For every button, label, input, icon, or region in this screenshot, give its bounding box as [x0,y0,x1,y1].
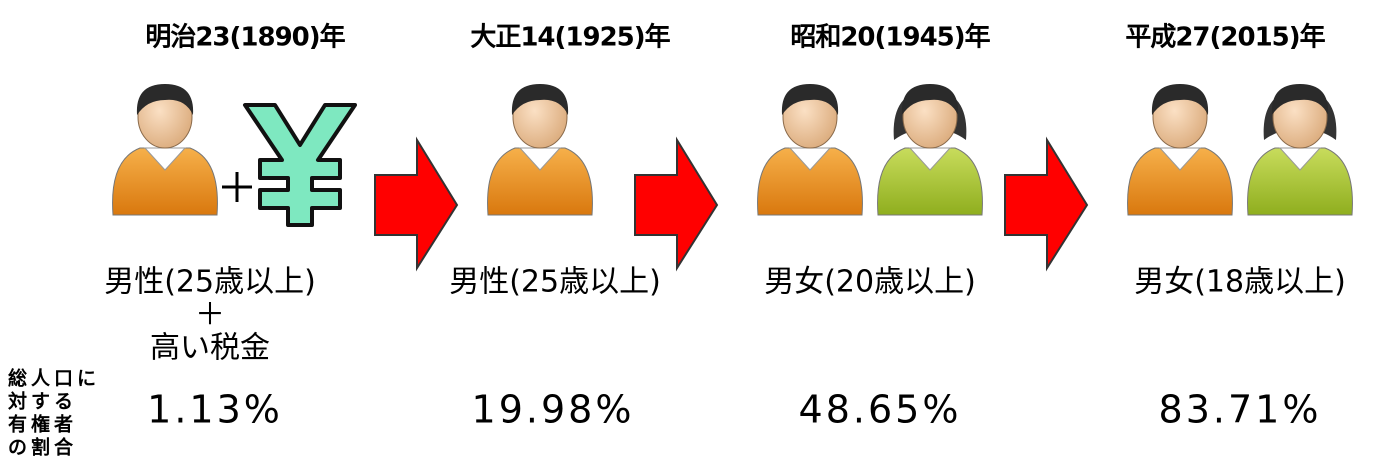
hair [781,84,839,115]
side-label: 総人口に [8,367,100,390]
side-label: 有権者 [8,413,77,436]
eligibility: 男女(20歳以上) [764,265,976,300]
side-label: の割合 [8,436,77,459]
male-icon [1127,84,1233,216]
body [757,147,863,216]
side-label: 対する [7,390,77,413]
plus-sign [222,172,252,202]
male-icon [757,84,863,216]
eligibility: 男女(18歳以上) [1134,265,1346,300]
body [112,147,218,216]
male-icon [487,84,593,216]
arrow [634,136,719,272]
yen-icon [222,103,357,227]
arrow [1004,136,1089,272]
yen-sign [243,103,357,227]
male-icon [112,84,218,216]
eligibility: ＋ [195,298,225,333]
year-label: 大正14(1925)年 [470,22,670,53]
body [877,147,983,216]
female-icon [877,84,983,216]
ratio: 83.71% [1159,388,1322,432]
body [1127,147,1233,216]
hair [1271,84,1329,115]
body [487,147,593,216]
hair [901,84,959,115]
eligibility: 高い税金 [150,331,270,366]
hair [136,84,194,115]
eligibility: 男性(25歳以上) [449,265,661,300]
arrow [374,136,459,272]
year-label: 平成27(2015)年 [1125,22,1325,53]
hair [511,84,569,115]
eligibility: 男性(25歳以上) [104,265,316,300]
year-label: 昭和20(1945)年 [790,22,990,53]
year-label: 明治23(1890)年 [145,22,345,53]
ratio: 19.98% [472,388,635,432]
ratio: 1.13% [147,388,283,432]
ratio: 48.65% [799,388,962,432]
body [1247,147,1353,216]
hair [1151,84,1209,115]
female-icon [1247,84,1353,216]
